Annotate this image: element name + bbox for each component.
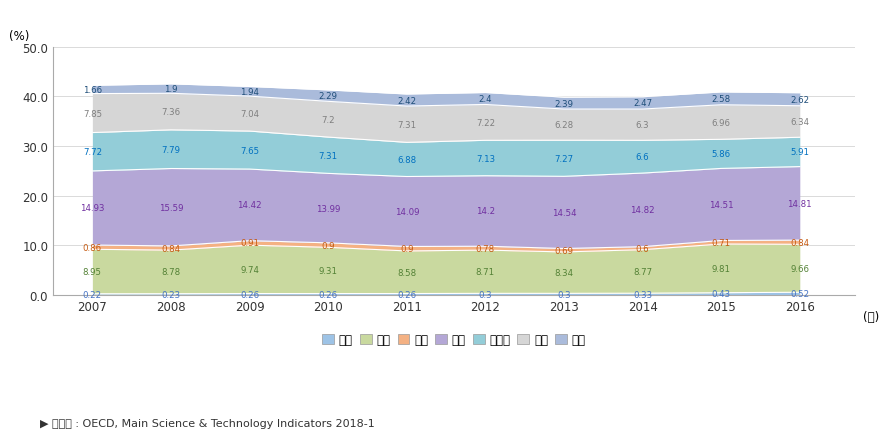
Text: 14.51: 14.51 xyxy=(709,200,733,209)
Text: 0.22: 0.22 xyxy=(83,290,102,299)
Text: 6.3: 6.3 xyxy=(636,121,649,130)
Text: 0.52: 0.52 xyxy=(790,289,809,298)
Text: (년): (년) xyxy=(863,310,879,323)
Text: 7.85: 7.85 xyxy=(83,109,102,118)
Text: 9.74: 9.74 xyxy=(240,265,259,274)
Text: 6.28: 6.28 xyxy=(555,121,573,130)
Text: 8.34: 8.34 xyxy=(555,268,573,277)
Text: 9.66: 9.66 xyxy=(790,264,809,273)
Text: 2.4: 2.4 xyxy=(479,95,492,104)
Text: 7.2: 7.2 xyxy=(321,115,335,124)
Text: 0.71: 0.71 xyxy=(712,238,730,247)
Text: 14.09: 14.09 xyxy=(395,208,419,216)
Text: 8.77: 8.77 xyxy=(633,267,652,276)
Text: 0.9: 0.9 xyxy=(321,241,335,250)
Text: 6.6: 6.6 xyxy=(636,153,649,162)
Text: 0.84: 0.84 xyxy=(162,244,180,253)
Text: 1.94: 1.94 xyxy=(240,88,259,97)
Text: 2.42: 2.42 xyxy=(397,96,416,105)
Text: 2.58: 2.58 xyxy=(712,95,730,104)
Text: 8.78: 8.78 xyxy=(162,268,180,277)
Text: (%): (%) xyxy=(9,30,29,43)
Text: 0.26: 0.26 xyxy=(240,290,259,299)
Text: 0.84: 0.84 xyxy=(790,238,809,247)
Text: 6.88: 6.88 xyxy=(397,156,416,165)
Text: 0.91: 0.91 xyxy=(240,239,259,248)
Text: 8.71: 8.71 xyxy=(476,267,495,276)
Text: 2.29: 2.29 xyxy=(319,92,338,101)
Text: 0.86: 0.86 xyxy=(83,243,102,252)
Text: 7.36: 7.36 xyxy=(162,108,180,117)
Legend: 한국, 미국, 일본, 독일, 프랑스, 영국, 중국: 한국, 미국, 일본, 독일, 프랑스, 영국, 중국 xyxy=(318,329,590,351)
Text: 7.79: 7.79 xyxy=(162,145,180,154)
Text: 0.78: 0.78 xyxy=(476,244,495,253)
Text: 14.93: 14.93 xyxy=(80,204,104,213)
Text: 0.9: 0.9 xyxy=(400,245,413,254)
Text: 8.58: 8.58 xyxy=(397,268,416,277)
Text: 8.95: 8.95 xyxy=(83,267,102,276)
Text: 5.86: 5.86 xyxy=(712,150,730,159)
Text: 0.26: 0.26 xyxy=(397,290,416,299)
Text: 7.72: 7.72 xyxy=(83,148,102,157)
Text: 1.9: 1.9 xyxy=(164,85,178,94)
Text: 7.04: 7.04 xyxy=(240,110,259,119)
Text: ▶ 자료원 : OECD, Main Science & Technology Indicators 2018-1: ▶ 자료원 : OECD, Main Science & Technology … xyxy=(40,418,375,428)
Text: 14.42: 14.42 xyxy=(238,201,262,210)
Text: 6.96: 6.96 xyxy=(712,118,730,127)
Text: 0.3: 0.3 xyxy=(479,290,492,299)
Text: 7.65: 7.65 xyxy=(240,146,259,155)
Text: 6.34: 6.34 xyxy=(790,118,809,127)
Text: 0.6: 0.6 xyxy=(636,244,649,253)
Text: 2.39: 2.39 xyxy=(555,99,573,108)
Text: 0.33: 0.33 xyxy=(633,290,652,299)
Text: 15.59: 15.59 xyxy=(159,203,183,212)
Text: 14.81: 14.81 xyxy=(788,200,812,209)
Text: 2.47: 2.47 xyxy=(633,99,652,108)
Text: 7.22: 7.22 xyxy=(476,119,495,128)
Text: 9.81: 9.81 xyxy=(712,264,730,273)
Text: 2.62: 2.62 xyxy=(790,95,809,104)
Text: 0.69: 0.69 xyxy=(555,246,573,255)
Text: 5.91: 5.91 xyxy=(790,148,809,157)
Text: 14.54: 14.54 xyxy=(552,209,576,218)
Text: 14.82: 14.82 xyxy=(630,206,655,215)
Text: 1.66: 1.66 xyxy=(83,86,102,95)
Text: 7.31: 7.31 xyxy=(319,151,338,160)
Text: 9.31: 9.31 xyxy=(319,266,338,275)
Text: 14.2: 14.2 xyxy=(476,207,495,216)
Text: 0.23: 0.23 xyxy=(162,290,180,299)
Text: 13.99: 13.99 xyxy=(316,204,340,213)
Text: 0.43: 0.43 xyxy=(712,289,730,298)
Text: 0.3: 0.3 xyxy=(557,290,571,299)
Text: 7.13: 7.13 xyxy=(476,154,495,163)
Text: 0.26: 0.26 xyxy=(319,290,338,299)
Text: 7.31: 7.31 xyxy=(397,120,416,129)
Text: 7.27: 7.27 xyxy=(555,154,573,163)
